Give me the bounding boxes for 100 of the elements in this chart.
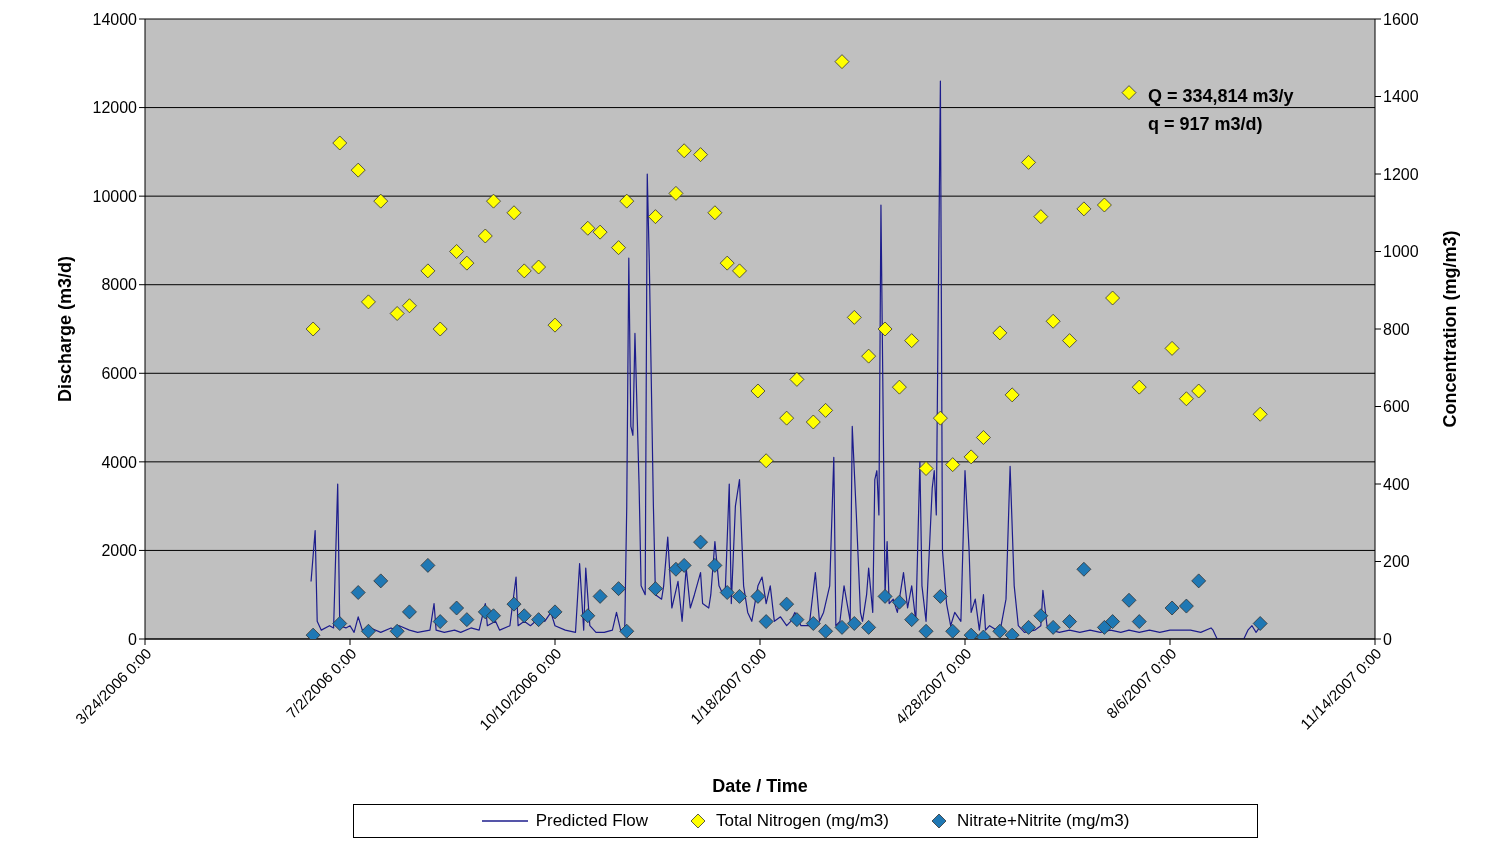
point [918,623,934,639]
x-axis-title: Date / Time [712,776,808,796]
point [877,321,893,337]
point [580,608,596,624]
y-tick-label: 0 [128,630,138,648]
point [805,616,821,631]
legend-label: Total Nitrogen (mg/m3) [715,811,889,831]
point [1179,391,1194,407]
legend-label: Predicted Flow [534,811,649,831]
point [707,557,723,573]
point [1033,209,1049,225]
y-tick-label: 14000 [92,10,138,28]
point [789,371,805,387]
point [779,410,795,426]
point [420,557,436,573]
point [779,596,795,612]
point [918,461,934,476]
point [846,616,862,631]
point [1252,406,1268,422]
point [719,585,735,600]
point [516,608,532,624]
point [1097,619,1112,635]
point [1076,561,1092,577]
point [892,594,907,610]
point [789,612,805,628]
point [373,193,389,209]
point [904,612,920,628]
point [648,209,663,225]
point [611,240,626,256]
point [592,224,608,240]
point [373,573,389,589]
point [1131,379,1147,395]
point [758,614,774,629]
point [361,294,376,310]
point [963,449,979,465]
point [1105,290,1120,306]
point [1076,201,1092,217]
point [459,612,475,628]
point [648,581,663,597]
legend-label: Nitrate+Nitrite (mg/m3) [955,811,1130,831]
point [1033,608,1049,624]
point [693,147,708,163]
point [361,623,376,639]
point [592,588,608,604]
point [1062,614,1077,629]
point [933,410,948,426]
point [486,193,501,209]
point [619,193,635,209]
y-tick-label: 2000 [101,542,138,560]
y-axis-title: Discharge (m3/d) [55,255,76,403]
point [389,306,405,321]
point [892,379,907,395]
point [732,263,747,279]
point [350,162,366,178]
point [477,228,493,244]
point [676,143,692,159]
point [818,623,833,639]
point [305,321,321,337]
y-tick-label: 10000 [92,187,138,205]
point [611,581,626,597]
point [402,604,417,620]
point [547,604,563,620]
y2-tick-label: 1200 [1383,165,1419,183]
point [1164,600,1180,616]
point [750,588,766,604]
point [449,244,464,259]
annotation-text: q = 917 m3/d) [1148,113,1264,136]
y-tick-label: 4000 [101,453,138,471]
point [420,263,436,279]
y2-tick-label: 1000 [1383,243,1419,261]
point [732,588,747,604]
point [389,623,405,639]
point [1021,619,1036,635]
point [449,600,464,616]
point [992,325,1008,341]
point [992,623,1008,639]
y2-tick-label: 1400 [1383,88,1419,106]
y2-axis-title: Concentration (mg/m3) [1440,230,1461,428]
point [1004,387,1020,403]
point [693,534,708,550]
point [945,457,961,473]
point [668,185,684,201]
point [904,333,920,349]
y2-tick-label: 0 [1383,630,1392,648]
y-tick-label: 6000 [101,364,138,382]
point [486,608,501,624]
point [861,619,877,635]
point [547,317,563,333]
y2-tick-label: 800 [1383,320,1410,338]
point [1131,614,1147,629]
point [506,596,522,612]
point [758,453,774,469]
point [531,259,546,275]
point [1105,614,1120,629]
point [1121,85,1137,101]
point [1252,616,1268,631]
point [516,263,532,279]
point [1021,154,1036,170]
point [976,430,991,445]
point [432,614,448,629]
